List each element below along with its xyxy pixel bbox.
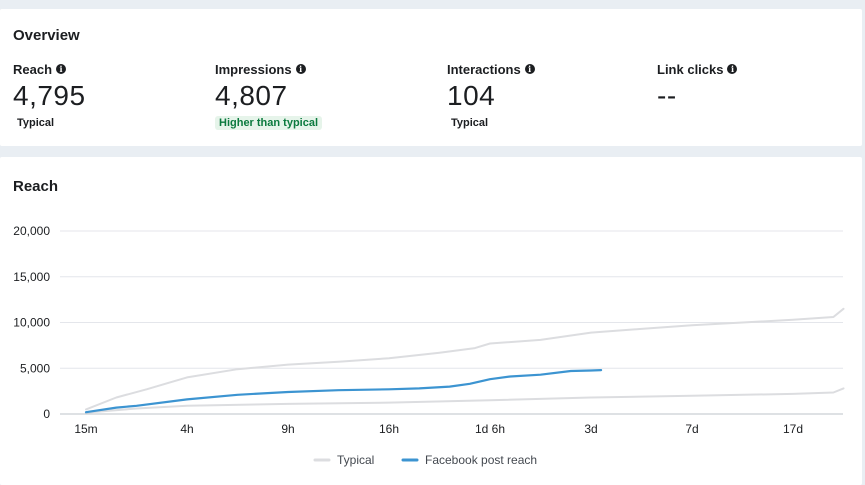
metric-interactions: Interactions i 104 Typical <box>447 61 535 131</box>
x-tick-label: 15m <box>74 422 97 436</box>
reach-chart: 0 5,000 10,000 15,000 20,000 15m 4h 9h 16h 1d 6h 3… <box>13 224 845 467</box>
reach-card: Reach 0 5,000 10,000 15,000 20,000 15m 4h 9h 16h… <box>0 157 862 485</box>
metric-label: Impressions <box>215 61 292 77</box>
y-tick-label: 15,000 <box>13 270 50 284</box>
status-badge: Typical <box>451 117 489 129</box>
series-line-typical <box>85 387 845 414</box>
x-tick-label: 3d <box>584 422 597 436</box>
x-tick-label: 1d 6h <box>475 422 505 436</box>
info-icon[interactable]: i <box>295 64 306 74</box>
y-tick-label: 0 <box>43 407 50 421</box>
status-badge: Higher than typical <box>215 116 323 130</box>
series-line-typical <box>85 307 845 411</box>
y-tick-label: 10,000 <box>13 316 50 330</box>
legend-label: Typical <box>337 453 374 467</box>
metric-impressions: Impressions i 4,807 Higher than typical <box>215 61 323 131</box>
metric-label: Link clicks <box>657 61 724 77</box>
x-tick-label: 4h <box>180 422 193 436</box>
overview-title: Overview <box>13 27 80 44</box>
series-line-facebook-post-reach <box>84 369 603 414</box>
info-icon[interactable]: i <box>524 64 535 74</box>
y-tick-label: 20,000 <box>13 224 50 238</box>
metric-label: Reach <box>13 61 53 77</box>
metric-value: 4,807 <box>215 80 288 111</box>
metric-value: 104 <box>447 80 496 111</box>
status-badge: Typical <box>17 117 55 129</box>
overview-card: Overview Reach i 4,795 Typical Impressio… <box>0 9 862 146</box>
info-icon[interactable]: i <box>56 64 67 74</box>
metric-label: Interactions <box>447 61 521 77</box>
y-tick-label: 5,000 <box>20 361 50 375</box>
x-tick-label: 9h <box>281 422 294 436</box>
metric-reach: Reach i 4,795 Typical <box>13 61 86 131</box>
metric-value: -- <box>657 80 677 111</box>
reach-title: Reach <box>13 178 59 195</box>
legend-label: Facebook post reach <box>425 453 537 467</box>
x-tick-label: 17d <box>783 422 803 436</box>
x-tick-label: 7d <box>685 422 698 436</box>
info-icon[interactable]: i <box>727 64 738 74</box>
metric-value: 4,795 <box>13 80 86 111</box>
x-tick-label: 16h <box>379 422 399 436</box>
metric-link-clicks: Link clicks i -- <box>657 61 738 113</box>
